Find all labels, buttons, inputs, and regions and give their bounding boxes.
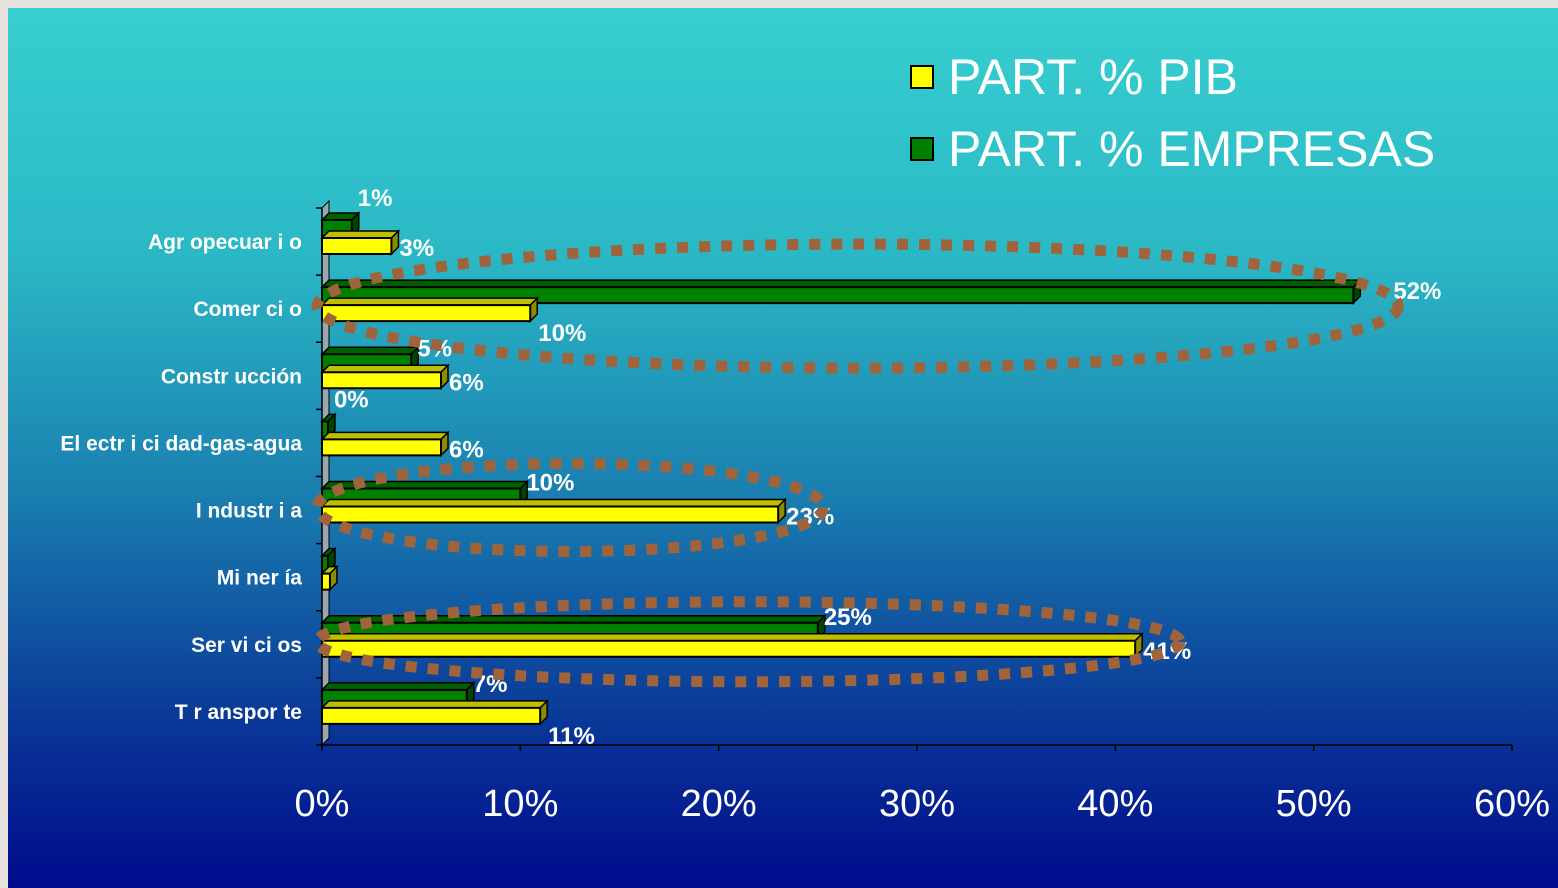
bar-pib [321, 639, 1137, 658]
bar-pib [321, 505, 780, 524]
highlight-ellipse [311, 596, 1186, 688]
bar-pib [321, 438, 442, 457]
data-label-empresas: 1% [358, 185, 393, 212]
bar-empresas [321, 286, 1355, 305]
data-label-pib: 11% [548, 723, 595, 750]
bar-pib-top [320, 364, 450, 373]
x-tick-label: 40% [1077, 783, 1153, 825]
bar-pib [321, 572, 331, 591]
bar-pib-top [320, 700, 549, 709]
data-label-pib: 6% [449, 436, 484, 463]
highlight-ellipse [311, 458, 829, 557]
bar-empresas-top [320, 279, 1363, 288]
bar-pib [321, 706, 542, 725]
category-label: I ndustr i a [196, 500, 303, 523]
category-label: T r anspor te [175, 701, 302, 724]
data-label-pib: 10% [538, 320, 586, 347]
legend-label-empresas: PART. % EMPRESAS [948, 121, 1436, 177]
legend-swatch-empresas [910, 137, 934, 161]
bar-empresas-top [320, 346, 421, 355]
x-tick-label: 10% [482, 783, 558, 825]
category-label: Agr opecuar i o [148, 231, 302, 254]
category-label: Ser vi ci os [191, 634, 302, 657]
data-label-pib: 3% [399, 235, 434, 262]
chart-panel: 0% 10% 20% 30% 40% 50% 60% Agr opecuar i o 1% 3% C… [8, 8, 1558, 888]
bar-pib-top [320, 297, 540, 306]
category-label: El ectr i ci dad-gas-agua [60, 432, 302, 455]
x-tick-label: 50% [1276, 783, 1352, 825]
category-label: Comer ci o [193, 298, 302, 321]
data-label-empresas: 10% [526, 470, 574, 497]
bar-empresas-top [320, 682, 476, 691]
legend-item-empresas: PART. % EMPRESAS [910, 120, 1435, 178]
x-tick-label: 20% [681, 783, 757, 825]
highlight-ellipse [311, 238, 1404, 374]
category-label: Mi ner ía [217, 567, 303, 590]
bar-chart: 0% 10% 20% 30% 40% 50% 60% Agr opecuar i o 1%3% C… [60, 185, 1550, 825]
legend-swatch-pib [910, 65, 934, 89]
bar-pib-top [320, 498, 787, 508]
bar-pib-top [320, 431, 450, 441]
bar-pib-top [320, 633, 1144, 642]
x-tick-label: 0% [295, 783, 350, 825]
bar-empresas-top [320, 480, 530, 490]
bar-empresas-top [320, 615, 827, 624]
bar-pib [321, 237, 393, 255]
x-tick-label: 60% [1474, 783, 1550, 825]
bar-pib [321, 304, 532, 323]
category-label: Constr ucción [161, 365, 302, 388]
bar-pib [321, 371, 442, 390]
data-label-pib: 6% [449, 369, 484, 396]
legend-item-pib: PART. % PIB [910, 48, 1238, 106]
bar-pib-top [320, 230, 401, 239]
x-tick-label: 30% [879, 783, 955, 825]
data-label-empresas: 0% [334, 386, 369, 413]
legend-label-pib: PART. % PIB [948, 49, 1238, 105]
